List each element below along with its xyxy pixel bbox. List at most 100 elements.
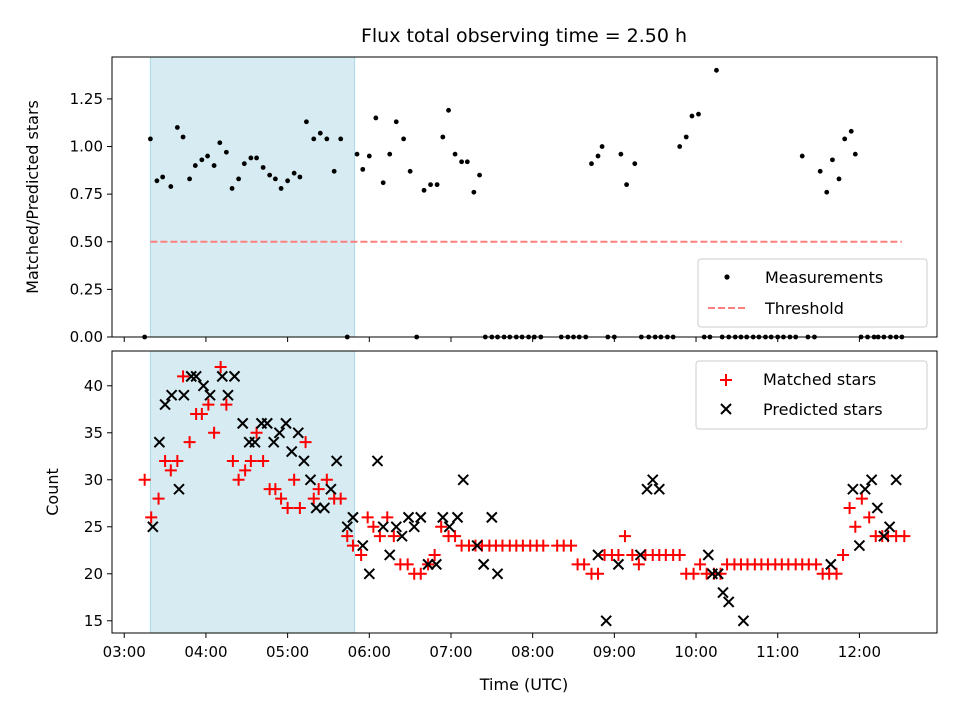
legend-matched-marker bbox=[720, 374, 732, 386]
matched-star-point bbox=[837, 548, 850, 561]
predicted-star-point bbox=[330, 455, 343, 467]
xtick-label: 07:00 bbox=[429, 643, 472, 661]
measurement-point bbox=[689, 113, 695, 119]
top-legend-box bbox=[697, 258, 928, 328]
predicted-star-point bbox=[153, 436, 166, 448]
matched-star-point bbox=[250, 426, 263, 439]
predicted-star-point bbox=[402, 511, 415, 524]
predicted-star-point bbox=[341, 521, 353, 533]
top-shaded-span bbox=[149, 56, 356, 338]
matched-star-point bbox=[428, 548, 441, 561]
matched-star-point bbox=[208, 426, 221, 439]
measurement-point bbox=[589, 161, 594, 167]
predicted-star-point bbox=[634, 549, 647, 561]
predicted-star-point bbox=[612, 558, 625, 571]
predicted-star-point bbox=[384, 549, 396, 561]
xtick-label: 10:00 bbox=[674, 643, 717, 661]
predicted-star-point bbox=[592, 549, 604, 561]
measurement-point bbox=[459, 159, 465, 165]
legend-matched-label: Matched stars bbox=[763, 370, 876, 389]
measurement-point bbox=[285, 178, 291, 184]
matched-star-point bbox=[195, 407, 208, 420]
predicted-star-point bbox=[173, 483, 185, 495]
predicted-star-point bbox=[204, 389, 216, 401]
measurement-point bbox=[471, 189, 477, 195]
matched-star-point bbox=[341, 530, 354, 543]
matched-star-point bbox=[898, 530, 911, 543]
legend-predicted-label: Predicted stars bbox=[763, 400, 883, 419]
predicted-star-point bbox=[422, 558, 434, 571]
bottom-y-axis-label: Count bbox=[43, 468, 62, 516]
predicted-star-point bbox=[853, 539, 866, 552]
predicted-star-point bbox=[491, 568, 504, 580]
predicted-star-point bbox=[430, 558, 442, 571]
matched-star-point bbox=[687, 567, 700, 580]
measurement-point bbox=[174, 125, 180, 130]
bottom-panel: 15 20 25 30 35 40 03:00 04:00 05:00 06:00 07:00 08:… bbox=[43, 350, 938, 661]
measurement-point bbox=[401, 136, 407, 142]
xtick-label: 05:00 bbox=[266, 643, 309, 661]
predicted-star-point bbox=[285, 445, 298, 458]
matched-star-point bbox=[281, 501, 294, 514]
measurement-point bbox=[446, 107, 451, 113]
matched-star-point bbox=[578, 558, 591, 571]
matched-star-point bbox=[373, 530, 386, 543]
measurement-point bbox=[677, 144, 683, 149]
predicted-star-point bbox=[304, 474, 317, 486]
predicted-star-point bbox=[273, 427, 286, 439]
predicted-star-point bbox=[377, 521, 389, 533]
matched-star-point bbox=[257, 454, 270, 467]
measurement-point bbox=[830, 157, 835, 163]
predicted-star-point bbox=[859, 483, 871, 495]
predicted-star-point bbox=[147, 521, 159, 533]
measurement-point bbox=[147, 136, 153, 142]
top-ytick-label: 0.75 bbox=[70, 185, 103, 203]
matched-star-point bbox=[152, 492, 165, 505]
predicted-star-point bbox=[261, 417, 273, 430]
top-ytick-label: 0.25 bbox=[70, 280, 103, 298]
measurement-point bbox=[160, 174, 166, 180]
matched-star-point bbox=[183, 436, 196, 449]
top-legend: Measurements Threshold bbox=[697, 258, 928, 328]
legend-measurements-marker bbox=[724, 274, 730, 280]
measurement-point bbox=[387, 151, 393, 157]
measurement-point bbox=[236, 176, 242, 182]
predicted-star-point bbox=[280, 417, 292, 430]
measurement-point bbox=[241, 161, 247, 167]
predicted-star-point bbox=[825, 558, 837, 571]
predicted-star-point bbox=[159, 398, 171, 411]
matched-star-point bbox=[293, 501, 306, 514]
top-y-axis-label: Matched/Predicted stars bbox=[23, 100, 42, 294]
measurement-point bbox=[852, 151, 858, 157]
matched-star-point bbox=[843, 501, 856, 514]
legend-predicted-marker bbox=[720, 403, 732, 415]
measurement-point bbox=[407, 168, 413, 174]
measurement-point bbox=[180, 134, 186, 140]
predicted-star-point bbox=[653, 483, 665, 495]
matched-star-point bbox=[830, 567, 843, 580]
predicted-star-point bbox=[197, 380, 210, 392]
measurement-point bbox=[187, 176, 192, 182]
bottom-shaded-span bbox=[149, 350, 356, 634]
measurement-point bbox=[373, 115, 379, 121]
measurement-point bbox=[324, 136, 330, 142]
predicted-star-point bbox=[249, 436, 261, 448]
predicted-star-point bbox=[451, 511, 464, 524]
matched-star-point bbox=[810, 558, 823, 571]
predicted-star-point bbox=[878, 530, 890, 542]
xtick-label: 12:00 bbox=[838, 643, 881, 661]
measurement-point bbox=[199, 157, 205, 163]
measurement-point bbox=[618, 151, 624, 157]
matched-star-point bbox=[632, 558, 645, 571]
bottom-ytick-label: 25 bbox=[84, 518, 103, 536]
predicted-star-point bbox=[396, 530, 408, 542]
predicted-star-point bbox=[702, 549, 714, 561]
measurement-point bbox=[599, 144, 605, 149]
predicted-star-point bbox=[486, 511, 498, 524]
predicted-star-point bbox=[347, 511, 359, 524]
xtick-label: 09:00 bbox=[593, 643, 636, 661]
predicted-star-point bbox=[190, 370, 202, 383]
matched-star-point bbox=[239, 464, 252, 477]
matched-star-point bbox=[863, 511, 876, 524]
